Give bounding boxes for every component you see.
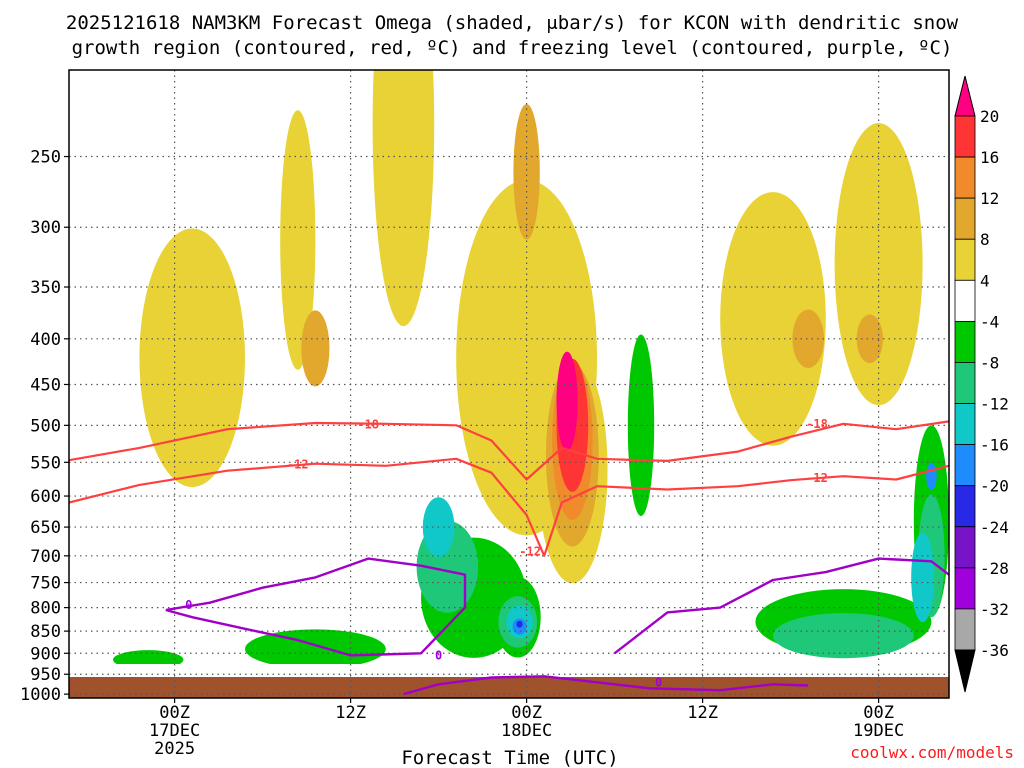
omega-field-w10	[856, 314, 883, 364]
x-axis-label: Forecast Time (UTC)	[401, 747, 618, 768]
contour-label-5: 0	[185, 598, 192, 612]
colorbar-label-8: -16	[980, 436, 1009, 455]
contour-label-3: -18	[806, 417, 828, 431]
x-tick-label-40-0: 00Z	[863, 703, 894, 723]
colorbar-label-12: -32	[980, 600, 1009, 619]
x-tick-label-20-0: 00Z	[511, 703, 542, 723]
contour-label-2: -12	[519, 544, 541, 558]
omega-field-w1	[139, 228, 245, 487]
x-tick-label-40-1: 19DEC	[853, 721, 904, 741]
surface-gap	[69, 664, 949, 670]
plot-area: -18 -12 -12 -18 -12 0 0 0	[69, 70, 949, 698]
omega-field-d10	[773, 613, 914, 659]
colorbar-swatch-11	[954, 567, 976, 610]
colorbar-label-5: -4	[980, 312, 999, 331]
chart-title-line1: 2025121618 NAM3KM Forecast Omega (shaded…	[66, 12, 959, 34]
colorbar-swatch-4	[954, 279, 976, 322]
x-tick-label-20-1: 18DEC	[501, 721, 552, 741]
y-tick-label-500: 500	[30, 416, 61, 436]
dgz-minus12-contour	[69, 457, 949, 557]
omega-field-d17	[516, 620, 523, 628]
colorbar-top-arrow	[954, 75, 976, 117]
omega-field-w9	[792, 309, 825, 368]
contour-label-4: -12	[806, 471, 828, 485]
y-tick-label-400: 400	[30, 330, 61, 350]
y-tick-label-550: 550	[30, 453, 61, 473]
x-tick-label-0-1: 17DEC	[149, 721, 200, 741]
y-tick-label-450: 450	[30, 375, 61, 395]
y-tick-label-350: 350	[30, 278, 61, 298]
freezing-level-contour-c	[613, 557, 949, 655]
x-tick-label-0-2: 2025	[154, 739, 195, 759]
y-tick-label-300: 300	[30, 218, 61, 238]
y-tick-label-600: 600	[30, 487, 61, 507]
y-tick-label-950: 950	[30, 665, 61, 685]
colorbar-label-2: 12	[980, 189, 999, 208]
freezing-level-contour-b	[403, 675, 809, 696]
y-axis: 2503003504004505005506006507007508008509…	[20, 148, 69, 705]
colorbar-label-11: -28	[980, 559, 1009, 578]
source-credit: coolwx.com/models	[850, 743, 1014, 762]
grid-lines	[69, 70, 949, 698]
colorbar-label-13: -36	[980, 641, 1009, 660]
omega-field-w3	[372, 70, 435, 327]
chart-title-line2: growth region (contoured, red, ºC) and f…	[72, 37, 953, 59]
colorbar-bottom-arrow	[954, 649, 976, 693]
colorbar-swatch-6	[954, 362, 976, 404]
contour-label-0: -18	[357, 418, 379, 432]
y-tick-label-850: 850	[30, 622, 61, 642]
colorbar-swatch-9	[954, 485, 976, 528]
colorbar-label-3: 8	[980, 230, 990, 249]
colorbar-label-6: -8	[980, 353, 999, 372]
colorbar-label-0: 20	[980, 107, 999, 126]
dgz-minus18-contour	[69, 420, 949, 481]
omega-field-w8	[513, 103, 540, 240]
omega-field-w2	[280, 110, 316, 370]
colorbar-swatch-8	[954, 444, 976, 487]
y-tick-label-750: 750	[30, 574, 61, 594]
colorbar-swatch-12	[954, 608, 976, 651]
colorbar-swatch-10	[954, 526, 976, 569]
colorbar-swatch-0	[954, 115, 976, 158]
terrain-below-surface	[69, 677, 949, 698]
omega-field-w5	[720, 192, 826, 446]
colorbar-label-7: -12	[980, 395, 1009, 414]
y-tick-label-700: 700	[30, 547, 61, 567]
colorbar-swatch-5	[954, 320, 976, 363]
x-tick-label-0-0: 00Z	[159, 703, 190, 723]
colorbar-label-4: 4	[980, 271, 990, 290]
omega-field-d14	[911, 532, 935, 623]
y-tick-label-1000: 1000	[20, 685, 61, 705]
y-tick-label-900: 900	[30, 644, 61, 664]
contour-labels: -18 -12 -12 -18 -12 0 0 0	[185, 417, 828, 690]
colorbar-swatch-7	[954, 403, 976, 446]
omega-field-w15	[556, 351, 578, 452]
contour-label-6: 0	[435, 648, 442, 662]
y-tick-label-800: 800	[30, 599, 61, 619]
omega-field-w7	[301, 310, 330, 387]
freezing-level-contour-a	[165, 557, 467, 657]
omega-field-w6	[834, 123, 923, 406]
omega-field-d2	[245, 629, 386, 669]
colorbar-label-10: -24	[980, 518, 1009, 537]
contour-label-1: -12	[287, 457, 309, 471]
colorbar-swatch-1	[954, 156, 976, 199]
colorbar-label-1: 16	[980, 148, 999, 167]
x-tick-label-30-0: 12Z	[687, 703, 718, 723]
colorbar-swatch-3	[954, 238, 976, 281]
omega-shading	[113, 70, 949, 670]
colorbar-swatch-2	[954, 197, 976, 240]
temperature-contours	[69, 420, 949, 696]
omega-field-d16	[926, 462, 937, 490]
contour-label-7: 0	[655, 675, 662, 689]
y-tick-label-250: 250	[30, 148, 61, 168]
colorbar-label-9: -20	[980, 477, 1009, 496]
x-tick-label-10-0: 12Z	[335, 703, 366, 723]
y-tick-label-650: 650	[30, 518, 61, 538]
colorbar: 20 16 12 8 4 -4 -8 -12 -16 -20 -24 -28 -32 -36	[954, 75, 1009, 693]
